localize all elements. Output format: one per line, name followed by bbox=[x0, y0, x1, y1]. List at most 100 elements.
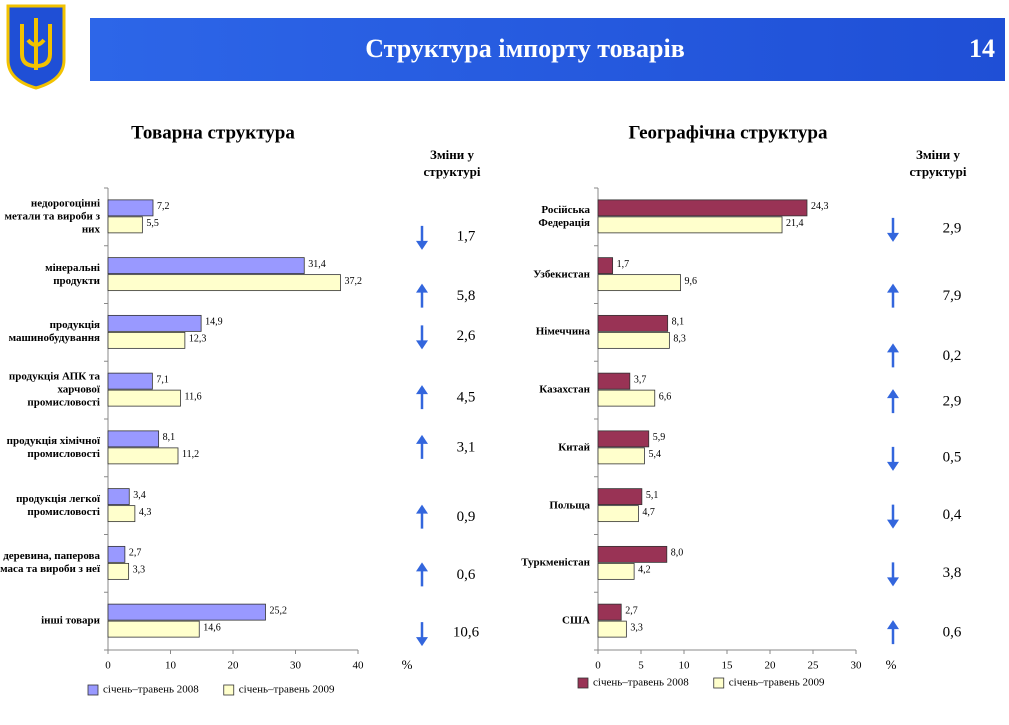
change-arrow bbox=[887, 504, 899, 529]
slide-title: Структура імпорту товарів bbox=[365, 34, 685, 63]
bar bbox=[107, 257, 305, 275]
x-tick-label: 0 bbox=[105, 660, 111, 672]
change-arrow bbox=[416, 562, 428, 587]
category-label: Китай bbox=[558, 441, 590, 454]
bar bbox=[107, 199, 154, 217]
change-value: 5,8 bbox=[457, 288, 476, 304]
bar bbox=[597, 257, 614, 275]
page-number: 14 bbox=[969, 34, 995, 63]
data-label: 31,4 bbox=[308, 259, 326, 270]
change-value: 7,9 bbox=[943, 288, 962, 304]
data-label: 8,1 bbox=[672, 317, 685, 328]
data-label: 8,0 bbox=[671, 548, 684, 559]
data-label: 6,6 bbox=[659, 391, 672, 402]
changes-title: Зміни у структурі bbox=[423, 147, 481, 179]
category-label: інші товари bbox=[41, 614, 100, 627]
change-arrow bbox=[887, 620, 899, 645]
data-label: 24,3 bbox=[811, 201, 829, 212]
category-label: Німеччина bbox=[535, 325, 590, 338]
change-value: 0,6 bbox=[943, 625, 962, 641]
category-label: продукція машинобудування bbox=[8, 319, 100, 345]
change-value: 0,9 bbox=[457, 509, 476, 525]
category-label: деревина, паперова маса та вироби з неї bbox=[0, 550, 100, 576]
bar bbox=[107, 488, 130, 506]
category-label: мінеральні продукти bbox=[45, 261, 100, 287]
bar bbox=[107, 447, 179, 465]
change-value: 4,5 bbox=[457, 390, 476, 406]
legend-label: січень–травень 2008 bbox=[593, 677, 689, 689]
category-label: Узбекистан bbox=[533, 268, 590, 281]
bar bbox=[597, 620, 627, 638]
change-arrow bbox=[887, 562, 899, 587]
bar bbox=[597, 331, 670, 349]
change-arrow bbox=[416, 225, 428, 250]
bar bbox=[107, 314, 202, 332]
change-arrow bbox=[416, 283, 428, 308]
category-label: недорогоцінні метали та вироби з них bbox=[4, 197, 100, 236]
x-tick-label: 30 bbox=[851, 660, 863, 672]
change-arrow bbox=[416, 434, 428, 459]
changes-title: Зміни у структурі bbox=[909, 147, 967, 179]
data-label: 14,9 bbox=[205, 317, 223, 328]
bar bbox=[107, 545, 126, 563]
bar bbox=[597, 216, 783, 234]
bar bbox=[107, 274, 341, 292]
data-label: 7,2 bbox=[157, 201, 170, 212]
data-label: 5,1 bbox=[646, 490, 659, 501]
x-tick-label: 5 bbox=[638, 660, 644, 672]
change-arrow bbox=[887, 283, 899, 308]
bar bbox=[597, 430, 650, 448]
unit-label: % bbox=[886, 657, 897, 672]
chart-title: Географічна структура bbox=[628, 122, 828, 143]
bar bbox=[107, 430, 160, 448]
coat-of-arms bbox=[6, 4, 66, 90]
x-tick-label: 20 bbox=[228, 660, 240, 672]
change-value: 2,6 bbox=[457, 328, 476, 344]
x-tick-label: 40 bbox=[353, 660, 365, 672]
category-label: Російська Федерація bbox=[538, 203, 590, 229]
data-label: 4,3 bbox=[139, 507, 152, 518]
bar bbox=[107, 505, 136, 523]
data-label: 11,2 bbox=[182, 449, 199, 460]
unit-label: % bbox=[402, 657, 413, 672]
data-label: 8,1 bbox=[163, 432, 176, 443]
change-value: 3,1 bbox=[457, 439, 476, 455]
data-label: 11,6 bbox=[185, 391, 202, 402]
data-label: 1,7 bbox=[617, 259, 630, 270]
data-label: 14,6 bbox=[203, 622, 221, 633]
bar bbox=[597, 389, 656, 407]
legend-label: січень–травень 2009 bbox=[239, 684, 335, 696]
legend-swatch bbox=[87, 684, 99, 696]
bar bbox=[107, 620, 200, 638]
x-tick-label: 25 bbox=[808, 660, 820, 672]
change-value: 1,7 bbox=[457, 228, 476, 244]
data-label: 2,7 bbox=[129, 548, 142, 559]
data-label: 3,7 bbox=[634, 374, 647, 385]
change-arrow bbox=[887, 389, 899, 414]
change-arrow bbox=[887, 217, 899, 242]
legend-swatch bbox=[713, 677, 725, 689]
change-value: 0,2 bbox=[943, 348, 962, 364]
bar bbox=[597, 199, 808, 217]
bar bbox=[107, 216, 143, 234]
legend-label: січень–травень 2009 bbox=[729, 677, 825, 689]
change-value: 0,4 bbox=[943, 507, 962, 523]
data-label: 2,7 bbox=[625, 605, 638, 616]
change-arrow bbox=[887, 343, 899, 368]
data-label: 4,7 bbox=[642, 507, 655, 518]
data-label: 5,4 bbox=[648, 449, 661, 460]
change-value: 0,6 bbox=[457, 567, 476, 583]
change-arrow bbox=[416, 622, 428, 647]
bar bbox=[597, 488, 643, 506]
bar bbox=[597, 372, 631, 390]
bar bbox=[597, 314, 669, 332]
change-arrow bbox=[416, 385, 428, 410]
data-label: 37,2 bbox=[345, 276, 363, 287]
change-value: 2,9 bbox=[943, 394, 962, 410]
change-arrow bbox=[416, 325, 428, 350]
header-band bbox=[90, 18, 1005, 81]
legend-swatch bbox=[223, 684, 235, 696]
data-label: 3,3 bbox=[630, 622, 643, 633]
